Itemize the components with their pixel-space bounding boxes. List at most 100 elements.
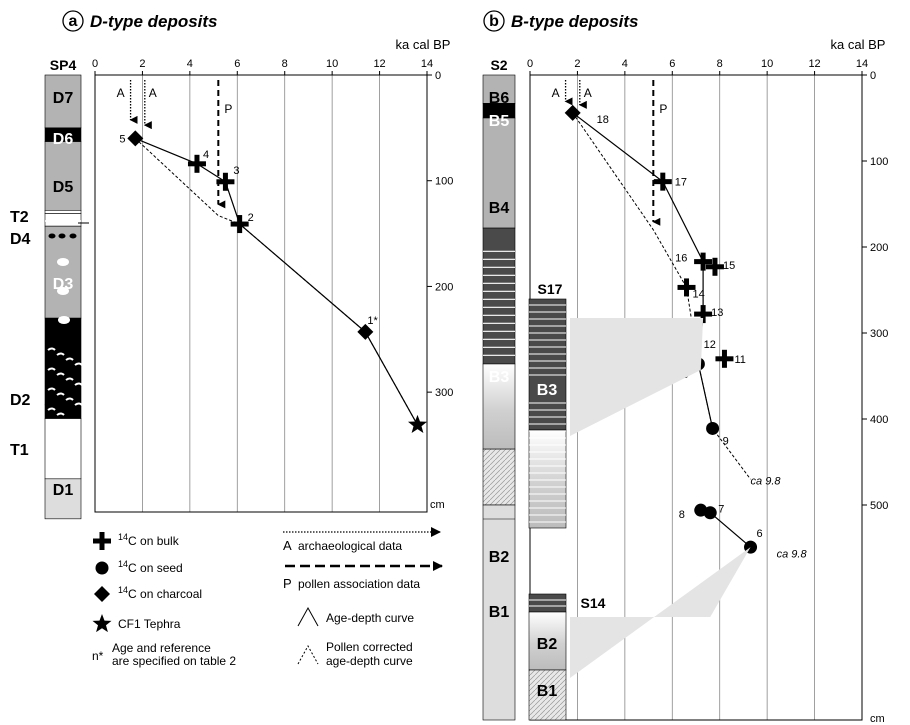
panel-b-point-label: 15 <box>723 260 735 272</box>
panel-a-point-cross <box>230 215 249 234</box>
panel-b-point-label: 7 <box>718 504 724 516</box>
iso-sup: 14 <box>118 559 128 569</box>
panel-b-ytick-label: 0 <box>870 70 876 82</box>
panel-b-age-depth-curve <box>572 112 714 429</box>
panel-b-s17-unit-label: B3 <box>537 382 558 399</box>
panel-b-letter: b <box>489 13 499 30</box>
panel-a-d2-texture <box>74 362 83 366</box>
panel-b-point-cross <box>705 257 724 276</box>
panel-b-xtick-label: 14 <box>856 58 868 70</box>
panel-b-unit-label: B4 <box>489 200 510 217</box>
panel-a-point-diamond <box>127 130 144 147</box>
legend-seed-symbol <box>95 561 109 575</box>
panel-b-point-diamond <box>564 104 581 121</box>
panel-a-t1-box <box>59 444 70 453</box>
panel-b-ytick-label: 500 <box>870 500 888 512</box>
panel-b-point-cross-v <box>700 252 706 271</box>
panel-a-unit-T1 <box>44 404 82 419</box>
panel-b-title: B-type deposits <box>511 12 639 31</box>
panel-a-d2-texture <box>65 377 74 381</box>
legend-corrected-line2: age-depth curve <box>326 654 413 668</box>
panel-b-s14-b2 <box>528 611 567 671</box>
panel-b-xlabel: ka cal BP <box>831 37 886 52</box>
panel-b-annotation: ca 9.8 <box>777 548 808 560</box>
legend-pollen-letter: P <box>283 576 292 591</box>
panel-b-ytick-label: 400 <box>870 414 888 426</box>
panel-a-point-label: 2 <box>248 212 254 224</box>
panel-b-point-label: 16 <box>675 253 687 265</box>
panel-a-column-name: SP4 <box>50 57 77 73</box>
panel-a-point-label: 3 <box>233 165 239 177</box>
legend-bulk-symbol-v <box>99 532 105 550</box>
panel-b-xtick-label: 4 <box>622 58 628 70</box>
panel-a-d3-pebble <box>58 316 70 324</box>
panel-b-point-cross-v <box>712 257 718 276</box>
panel-b-unit-label: B2 <box>489 549 510 566</box>
panel-a-xtick-label: 6 <box>234 58 240 70</box>
panel-b-xtick-label: 8 <box>717 58 723 70</box>
panel-a-d3-pebble <box>57 287 69 295</box>
panel-b-unit-label: B5 <box>489 113 510 130</box>
legend-nstar-line2: are specified on table 2 <box>112 654 236 668</box>
legend-bulk-label: 14C on bulk <box>118 532 180 548</box>
panel-a-point-cross-v <box>222 172 228 191</box>
panel-a-unit-label: D1 <box>53 482 74 499</box>
panel-b-xtick-label: 0 <box>527 58 533 70</box>
panel-a-ytick-label: 200 <box>435 281 453 293</box>
iso-sup: 14 <box>118 532 128 542</box>
panel-a-d4-pebble <box>48 233 56 239</box>
legend-text: C on charcoal <box>128 587 202 601</box>
panel-a-xlabel: ka cal BP <box>396 37 451 52</box>
panel-a-d2-texture <box>74 402 83 406</box>
panel-a-d2-texture <box>47 407 56 411</box>
panel-b-point-label: 11 <box>734 354 745 366</box>
panel-a-point-label: 1* <box>367 315 378 327</box>
legend-nstar-symbol: n* <box>92 649 104 663</box>
panel-b-point-label: 18 <box>597 114 609 126</box>
panel-a-point-cross-v <box>194 154 200 173</box>
panel-b-point-cross-v <box>684 278 690 297</box>
panel-b-s17-b3 <box>528 298 567 431</box>
panel-a-age-depth-curve <box>135 137 419 426</box>
panel-a-d2-texture <box>47 347 56 351</box>
panel-b-annotation: ca 9.8 <box>751 475 782 487</box>
legend-text: C on bulk <box>128 534 180 548</box>
panel-b-point-circle <box>703 506 717 520</box>
panel-a-point-label: 5 <box>119 133 125 145</box>
panel-a-d2-texture <box>65 357 74 361</box>
panel-a-point-label: 4 <box>203 149 209 161</box>
panel-b-point-label: 9 <box>723 435 729 447</box>
panel-b-point-cross <box>694 305 713 324</box>
panel-a-marker-label: P <box>224 102 232 116</box>
panel-b-point-cross <box>715 349 734 368</box>
panel-b-unit-B3 <box>482 227 516 365</box>
panel-b-ylabel: cm <box>870 713 885 725</box>
panel-b-s14-b1 <box>528 669 567 721</box>
panel-a-marker-label: A <box>117 86 125 100</box>
panel-a-d2-texture <box>56 412 65 416</box>
panel-b-point-cross-v <box>700 305 706 324</box>
panel-b-point-circle <box>706 421 720 435</box>
panel-b-unit-B1 <box>482 448 516 506</box>
panel-a-xtick-label: 4 <box>187 58 193 70</box>
legend-nstar-line1: Age and reference <box>112 641 211 655</box>
panel-b-point-label: 8 <box>679 509 685 521</box>
panel-a-d2-texture <box>56 352 65 356</box>
panel-b-xtick-label: 10 <box>761 58 773 70</box>
panel-b-pollen-corrected-curve <box>572 112 751 480</box>
panel-a-point-cross-v <box>237 215 243 234</box>
panel-b-point-cross <box>653 172 672 191</box>
panel-a-ylabel: cm <box>430 499 445 511</box>
legend-arch-letter: A <box>283 538 292 553</box>
panel-a-d4-pebble <box>69 233 77 239</box>
panel-b-point-cross <box>694 252 713 271</box>
panel-a-point-diamond <box>357 323 374 340</box>
panel-b-point-label: 6 <box>757 528 763 540</box>
panel-a-d2-texture <box>74 382 83 386</box>
panel-a-unit-D2 <box>44 317 82 406</box>
panel-b-point-cross-v <box>721 349 727 368</box>
panel-a-unit-label: D3 <box>53 276 74 293</box>
panel-a-xtick-label: 12 <box>373 58 385 70</box>
panel-a-marker-label: A <box>149 86 157 100</box>
